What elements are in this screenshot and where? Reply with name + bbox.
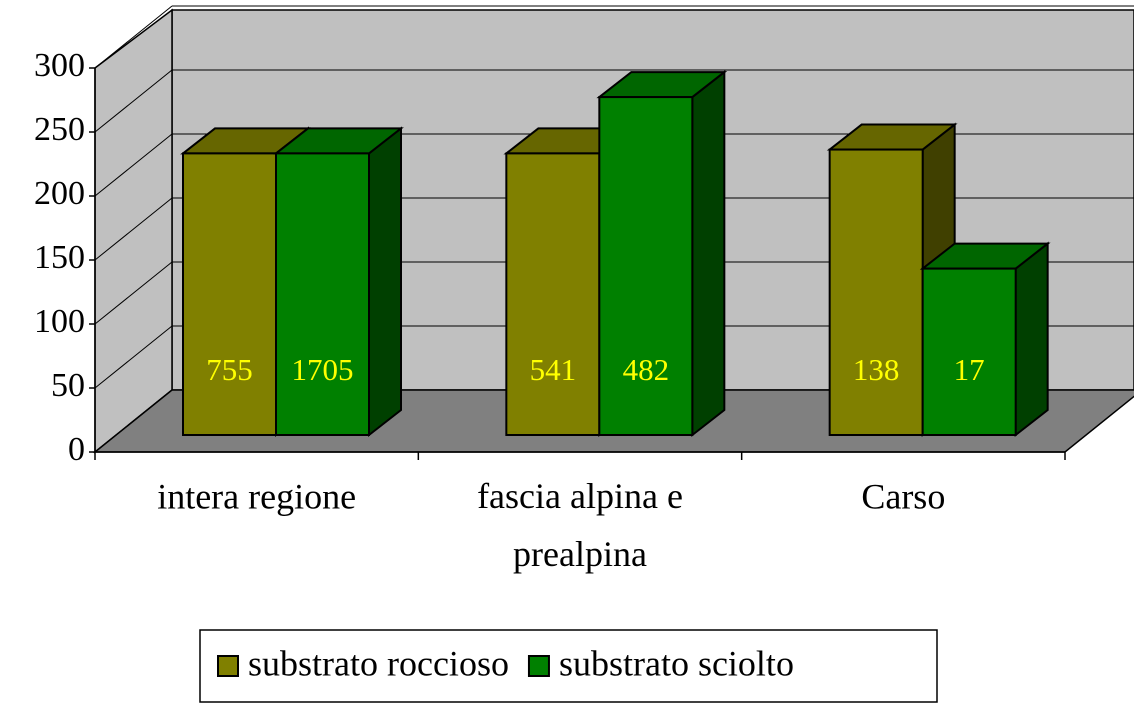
bar <box>828 148 924 436</box>
bar-side <box>1014 241 1049 438</box>
bar <box>182 152 277 436</box>
grid-line <box>94 261 173 325</box>
bar <box>921 267 1017 436</box>
legend-label: substrato roccioso <box>248 643 509 683</box>
x-tick-label: intera regione <box>157 476 356 516</box>
grid-line <box>94 133 173 197</box>
bar <box>275 152 370 436</box>
data-label: 1705 <box>292 352 354 387</box>
grid-line <box>94 5 173 69</box>
legend-swatch <box>217 655 239 677</box>
bar <box>598 96 694 437</box>
y-tick-label: 50 <box>51 367 85 404</box>
legend <box>199 629 938 703</box>
grid-line <box>94 69 173 133</box>
data-label: 17 <box>954 352 985 387</box>
y-tick-label: 200 <box>34 175 85 212</box>
bar-side <box>691 70 726 438</box>
data-label: 138 <box>853 352 900 387</box>
x-tick-label: Carso <box>861 476 945 516</box>
y-tick-label: 300 <box>34 47 85 84</box>
legend-label: substrato sciolto <box>559 643 794 683</box>
bar <box>505 152 601 436</box>
grid-line <box>94 325 173 389</box>
grid-line <box>94 389 173 453</box>
grid-line <box>94 197 173 261</box>
data-label: 541 <box>530 352 577 387</box>
y-tick-label: 100 <box>34 303 85 340</box>
bar-side <box>368 126 402 438</box>
data-label: 482 <box>623 352 670 387</box>
y-tick-label: 0 <box>68 431 85 468</box>
data-label: 755 <box>206 352 253 387</box>
x-tick-label: fascia alpina e prealpina <box>477 476 683 574</box>
y-tick-label: 250 <box>34 111 85 148</box>
legend-swatch <box>527 655 550 677</box>
y-tick-label: 150 <box>34 239 85 276</box>
side-wall <box>94 8 173 454</box>
